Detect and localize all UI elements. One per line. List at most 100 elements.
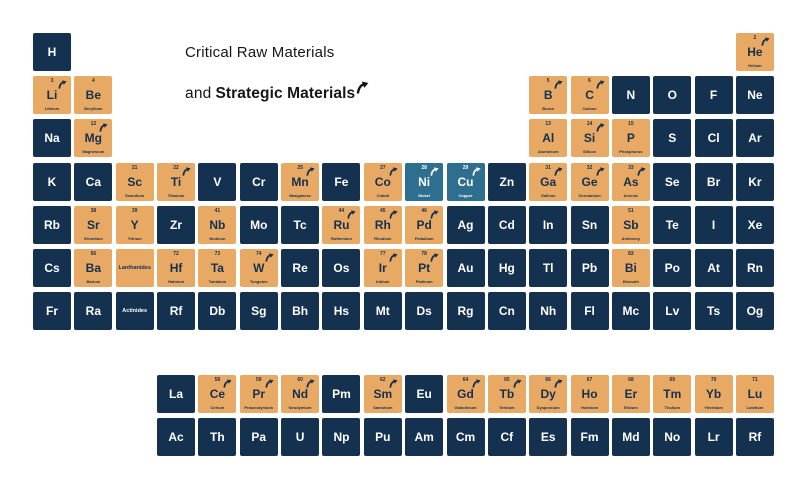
element-cell-ag: Ag <box>446 205 485 244</box>
element-cell-lr: Lr <box>694 418 733 456</box>
element-symbol: Mg <box>84 131 102 146</box>
element-cell-ts: Ts <box>694 292 733 331</box>
element-cell-cd: Cd <box>487 205 526 244</box>
strategic-arrow-icon <box>347 210 356 219</box>
title-line2-prefix: and <box>185 85 212 102</box>
element-cell-zn: Zn <box>487 162 526 201</box>
element-symbol: Po <box>664 260 680 275</box>
element-cell-al: 13 Al Aluminium <box>529 119 568 158</box>
element-symbol: Ru <box>333 217 350 232</box>
element-name: Dysprosium <box>536 406 560 410</box>
element-symbol: Rf <box>748 430 762 444</box>
group-label-cell-actinides: Actinides <box>115 292 154 331</box>
strategic-arrow-icon <box>430 166 439 176</box>
element-name: Rhodium <box>374 236 392 241</box>
atomic-number: 72 <box>173 250 179 257</box>
strategic-arrow-icon <box>357 81 369 94</box>
element-symbol: Cf <box>500 430 514 444</box>
element-cell-sn: Sn <box>570 205 609 244</box>
element-cell-k: K <box>33 162 71 201</box>
element-cell-li: 3 Li Lithium <box>33 76 71 115</box>
element-cell-pu: Pu <box>363 418 402 456</box>
element-symbol: Th <box>210 430 225 444</box>
element-cell-la: La <box>157 375 196 413</box>
element-cell-sc: 21 Sc Scandium <box>115 162 154 201</box>
element-cell-n: N <box>611 76 650 115</box>
element-cell-cf: Cf <box>487 418 526 456</box>
atomic-number: 22 <box>173 164 179 171</box>
element-cell-pd: 46 Pd Palladium <box>405 205 444 244</box>
title-line-2: and Strategic Materials <box>185 81 369 103</box>
element-cell-ra: Ra <box>74 292 113 331</box>
element-cell-au: Au <box>446 248 485 287</box>
atomic-number: 28 <box>421 164 427 171</box>
element-cell-te: Te <box>653 205 692 244</box>
element-symbol: Hs <box>333 304 350 319</box>
element-name: Ruthenium <box>330 236 352 241</box>
element-symbol: Yb <box>705 387 722 401</box>
element-cell-xe: Xe <box>735 205 774 244</box>
element-name: Tungsten <box>249 279 268 284</box>
element-cell-v: V <box>198 162 237 201</box>
element-symbol: Nb <box>209 217 226 232</box>
element-cell-tc: Tc <box>281 205 320 244</box>
element-symbol: Bi <box>624 260 637 275</box>
element-symbol: At <box>707 260 720 275</box>
element-symbol: Ts <box>707 304 721 319</box>
atomic-number: 65 <box>504 377 510 383</box>
atomic-number: 46 <box>421 207 427 214</box>
element-symbol: Pb <box>581 260 598 275</box>
element-cell-nd: 60 Nd Neodymium <box>281 375 320 413</box>
atomic-number: 66 <box>545 377 551 383</box>
element-cell-pa: Pa <box>239 418 278 456</box>
element-symbol: F <box>709 88 718 103</box>
strategic-arrow-icon <box>389 253 398 262</box>
element-symbol: Ag <box>457 217 474 232</box>
element-cell-md: Md <box>611 418 650 456</box>
element-symbol: Mn <box>291 174 309 189</box>
element-symbol: Cl <box>707 131 720 146</box>
title-line2-bold: Strategic Materials <box>215 85 356 102</box>
element-symbol: Rh <box>374 217 391 232</box>
element-symbol: Og <box>746 304 764 319</box>
element-symbol: H <box>47 45 57 59</box>
element-symbol: Hf <box>169 260 183 275</box>
element-cell-ge: 32 Ge Germanium <box>570 162 609 201</box>
element-symbol: Lu <box>747 387 763 401</box>
element-cell-no: No <box>653 418 692 456</box>
atomic-number: 32 <box>586 164 593 171</box>
element-cell-w: 74 W Tungsten <box>239 248 278 287</box>
element-symbol: Li <box>46 88 58 103</box>
strategic-arrow-icon <box>596 123 605 133</box>
element-symbol: He <box>747 45 763 59</box>
element-symbol: Zn <box>499 174 515 189</box>
element-symbol: Bh <box>292 304 309 319</box>
element-symbol: Cs <box>44 260 60 275</box>
element-name: Carbon <box>582 107 597 112</box>
strategic-arrow-icon <box>637 166 646 176</box>
element-symbol: Db <box>209 304 226 319</box>
element-cell-os: Os <box>322 248 361 287</box>
element-cell-nh: Nh <box>529 292 568 331</box>
element-name: Platinum <box>415 279 433 284</box>
element-name: Silicon <box>582 150 597 155</box>
element-name: Manganese <box>289 193 311 198</box>
element-cell-fe: Fe <box>322 162 361 201</box>
element-symbol: Ra <box>85 304 102 319</box>
element-symbol: Se <box>664 174 680 189</box>
strategic-arrow-icon <box>58 80 67 89</box>
element-symbol: B <box>543 88 553 103</box>
element-cell-db: Db <box>198 292 237 331</box>
element-cell-mt: Mt <box>363 292 402 331</box>
strategic-arrow-icon <box>306 379 315 388</box>
element-symbol: Ne <box>747 88 763 103</box>
element-name: Nickel <box>418 193 431 198</box>
element-symbol: Si <box>583 131 596 146</box>
element-name: Copper <box>458 193 473 198</box>
element-cell-ne: Ne <box>735 76 774 115</box>
element-symbol: Cn <box>498 304 515 319</box>
strategic-arrow-icon <box>430 210 439 219</box>
atomic-number: 45 <box>380 207 386 214</box>
element-name: Tantalum <box>208 279 227 284</box>
element-cell-in: In <box>529 205 568 244</box>
